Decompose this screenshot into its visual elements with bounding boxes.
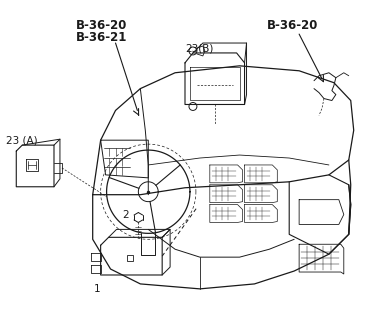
- Text: 23(B): 23(B): [185, 43, 213, 53]
- Text: 23 (A): 23 (A): [6, 135, 38, 145]
- Text: B-36-21: B-36-21: [76, 31, 127, 44]
- Text: B-36-20: B-36-20: [76, 19, 127, 32]
- Text: 2: 2: [123, 210, 129, 220]
- Text: 1: 1: [94, 284, 100, 294]
- Text: B-36-20: B-36-20: [268, 19, 319, 32]
